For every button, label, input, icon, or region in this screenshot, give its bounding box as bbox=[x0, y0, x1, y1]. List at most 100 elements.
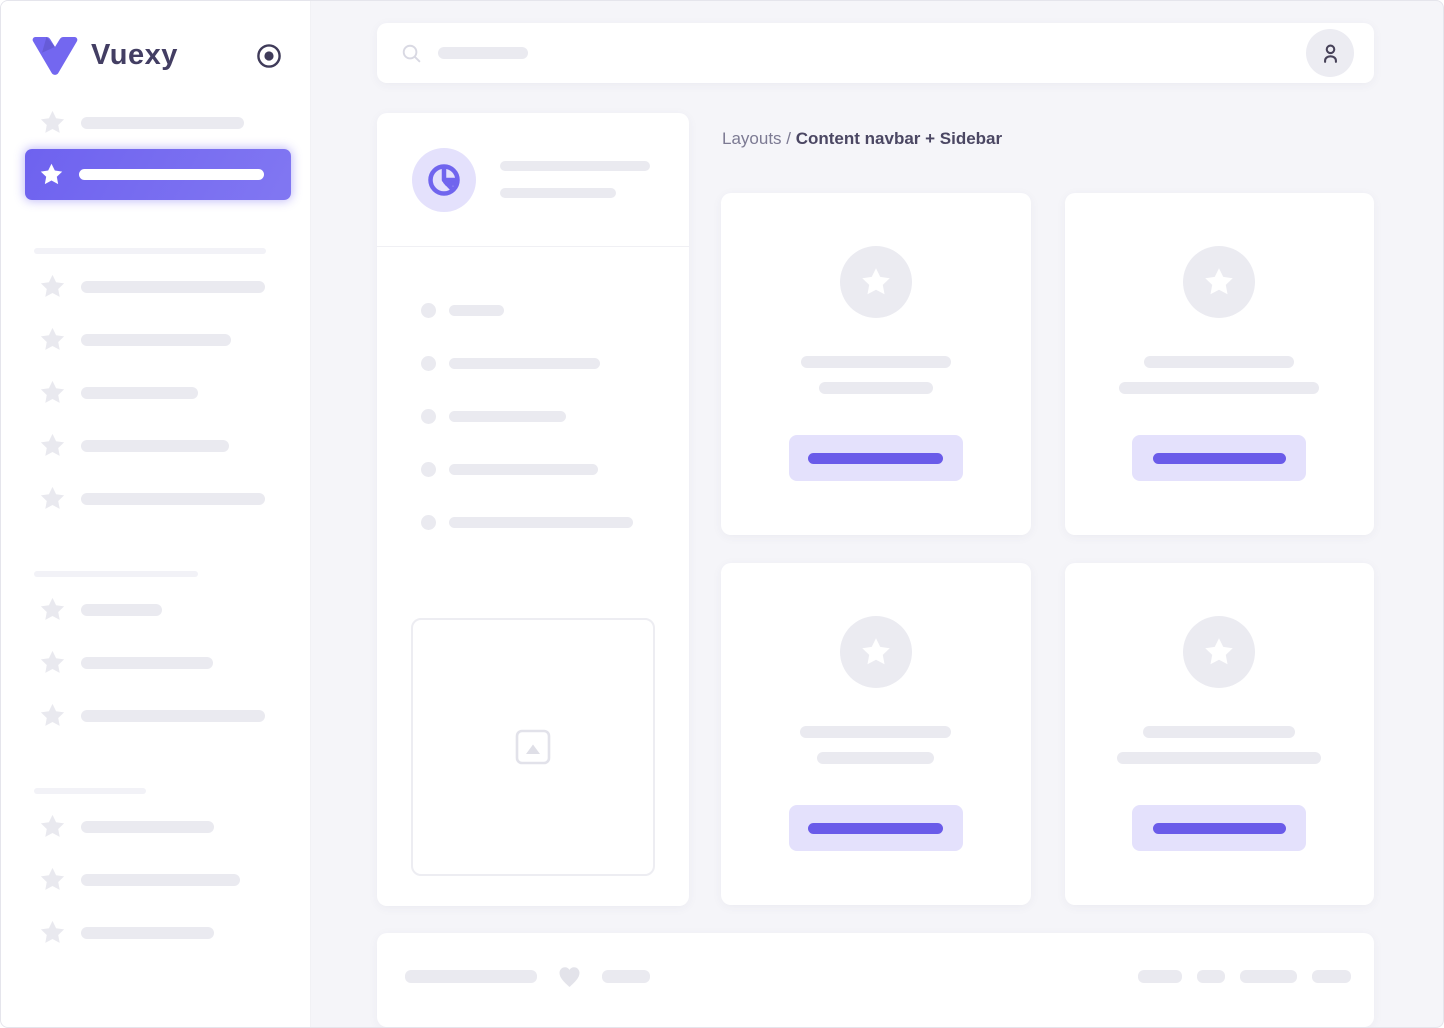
demo-card bbox=[721, 563, 1031, 905]
footer-links bbox=[1138, 963, 1351, 990]
card-subtitle-skeleton bbox=[818, 382, 933, 394]
footer-link-skeleton bbox=[1312, 970, 1351, 983]
brand: Vuexy bbox=[1, 1, 310, 76]
card-subtitle-skeleton bbox=[817, 752, 935, 764]
list-text-skeleton bbox=[449, 305, 504, 316]
star-badge bbox=[1183, 616, 1256, 688]
star-icon bbox=[40, 867, 65, 890]
list-item bbox=[421, 462, 689, 477]
brand-name: Vuexy bbox=[91, 39, 178, 71]
star-icon bbox=[40, 650, 65, 673]
search-input[interactable] bbox=[400, 42, 528, 65]
star-badge bbox=[839, 616, 912, 688]
sidebar-menu-item[interactable] bbox=[39, 596, 310, 623]
bullet-icon bbox=[421, 356, 436, 371]
footer-text-skeleton bbox=[405, 970, 537, 983]
star-badge bbox=[1183, 246, 1256, 318]
star-badge bbox=[839, 246, 912, 318]
list-item bbox=[421, 515, 689, 530]
demo-card bbox=[1064, 563, 1374, 905]
button-label-skeleton bbox=[808, 822, 944, 834]
sidebar-menu-item[interactable] bbox=[39, 919, 310, 946]
profile-subtitle-skeleton bbox=[500, 188, 616, 198]
breadcrumb: Layouts / Content navbar + Sidebar bbox=[722, 129, 1374, 148]
radio-circle-icon bbox=[257, 43, 281, 68]
sidebar-menu-item[interactable] bbox=[39, 326, 310, 353]
list-text-skeleton bbox=[449, 358, 600, 369]
card-action-button[interactable] bbox=[1132, 805, 1307, 851]
card-subtitle-skeleton bbox=[1117, 752, 1322, 764]
menu-label-skeleton bbox=[81, 116, 244, 129]
card-title-skeleton bbox=[1143, 726, 1296, 738]
list-text-skeleton bbox=[449, 464, 598, 475]
vuexy-logo-icon bbox=[32, 37, 78, 75]
menu-label-skeleton bbox=[81, 873, 240, 886]
bullet-icon bbox=[421, 303, 436, 318]
star-icon bbox=[40, 274, 65, 297]
menu-label-skeleton bbox=[81, 709, 265, 722]
star-icon bbox=[40, 920, 65, 943]
breadcrumb-section[interactable]: Layouts bbox=[722, 129, 782, 148]
list-text-skeleton bbox=[449, 411, 566, 422]
sidebar-menu-item[interactable] bbox=[39, 109, 310, 136]
sidebar-menu-item-active[interactable] bbox=[25, 149, 291, 200]
card-title-skeleton bbox=[800, 356, 951, 368]
footer-link-skeleton bbox=[1197, 970, 1225, 983]
star-icon bbox=[1205, 268, 1233, 295]
card-action-button[interactable] bbox=[1132, 435, 1307, 481]
footer-card bbox=[377, 933, 1374, 1027]
card-action-button[interactable] bbox=[788, 435, 963, 481]
star-icon bbox=[40, 110, 65, 133]
sidebar-pin-toggle[interactable] bbox=[256, 43, 282, 69]
breadcrumb-separator: / bbox=[781, 129, 796, 148]
menu-label-skeleton bbox=[81, 280, 265, 293]
sidebar-menu-item[interactable] bbox=[39, 485, 310, 512]
search-icon bbox=[402, 44, 421, 62]
button-label-skeleton bbox=[1152, 822, 1286, 834]
sidebar-menu-item[interactable] bbox=[39, 866, 310, 893]
pie-chart-badge bbox=[412, 147, 476, 212]
demo-card bbox=[1064, 193, 1374, 535]
profile-card bbox=[377, 113, 689, 906]
sidebar-nav-group bbox=[1, 788, 310, 946]
star-icon bbox=[40, 486, 65, 509]
list-text-skeleton bbox=[449, 517, 633, 528]
star-icon bbox=[40, 327, 65, 350]
menu-label-skeleton bbox=[81, 439, 229, 452]
menu-label-skeleton bbox=[81, 926, 214, 939]
star-icon bbox=[40, 597, 65, 620]
sidebar-menu-item[interactable] bbox=[39, 432, 310, 459]
menu-label-skeleton bbox=[81, 820, 214, 833]
user-avatar[interactable] bbox=[1306, 29, 1354, 77]
profile-title-skeleton bbox=[500, 161, 650, 171]
sidebar: Vuexy bbox=[1, 1, 311, 1027]
bullet-icon bbox=[421, 462, 436, 477]
footer-link-skeleton bbox=[1138, 970, 1182, 983]
footer-text-skeleton bbox=[602, 970, 650, 983]
demo-card bbox=[721, 193, 1031, 535]
star-icon bbox=[40, 703, 65, 726]
menu-label-skeleton bbox=[81, 656, 213, 669]
footer-left bbox=[405, 963, 650, 990]
list-item bbox=[421, 356, 689, 371]
grid-section: Layouts / Content navbar + Sidebar bbox=[721, 113, 1374, 906]
pie-chart-icon bbox=[428, 163, 460, 196]
cards-grid bbox=[721, 193, 1374, 905]
sidebar-menu-item[interactable] bbox=[39, 813, 310, 840]
card-subtitle-skeleton bbox=[1119, 382, 1320, 394]
footer-link-skeleton bbox=[1240, 970, 1297, 983]
card-action-button[interactable] bbox=[788, 805, 963, 851]
button-label-skeleton bbox=[1152, 452, 1286, 464]
nav-section-header-skeleton bbox=[34, 248, 266, 254]
card-title-skeleton bbox=[1144, 356, 1295, 368]
menu-label-skeleton bbox=[81, 386, 198, 399]
sidebar-menu-item[interactable] bbox=[39, 379, 310, 406]
nav-section-header-skeleton bbox=[34, 571, 198, 577]
sidebar-menu-item[interactable] bbox=[39, 273, 310, 300]
sidebar-menu-item[interactable] bbox=[39, 702, 310, 729]
menu-label-skeleton bbox=[81, 603, 162, 616]
profile-card-header bbox=[377, 113, 689, 247]
sidebar-menu-item[interactable] bbox=[39, 649, 310, 676]
heart-icon bbox=[559, 967, 580, 987]
